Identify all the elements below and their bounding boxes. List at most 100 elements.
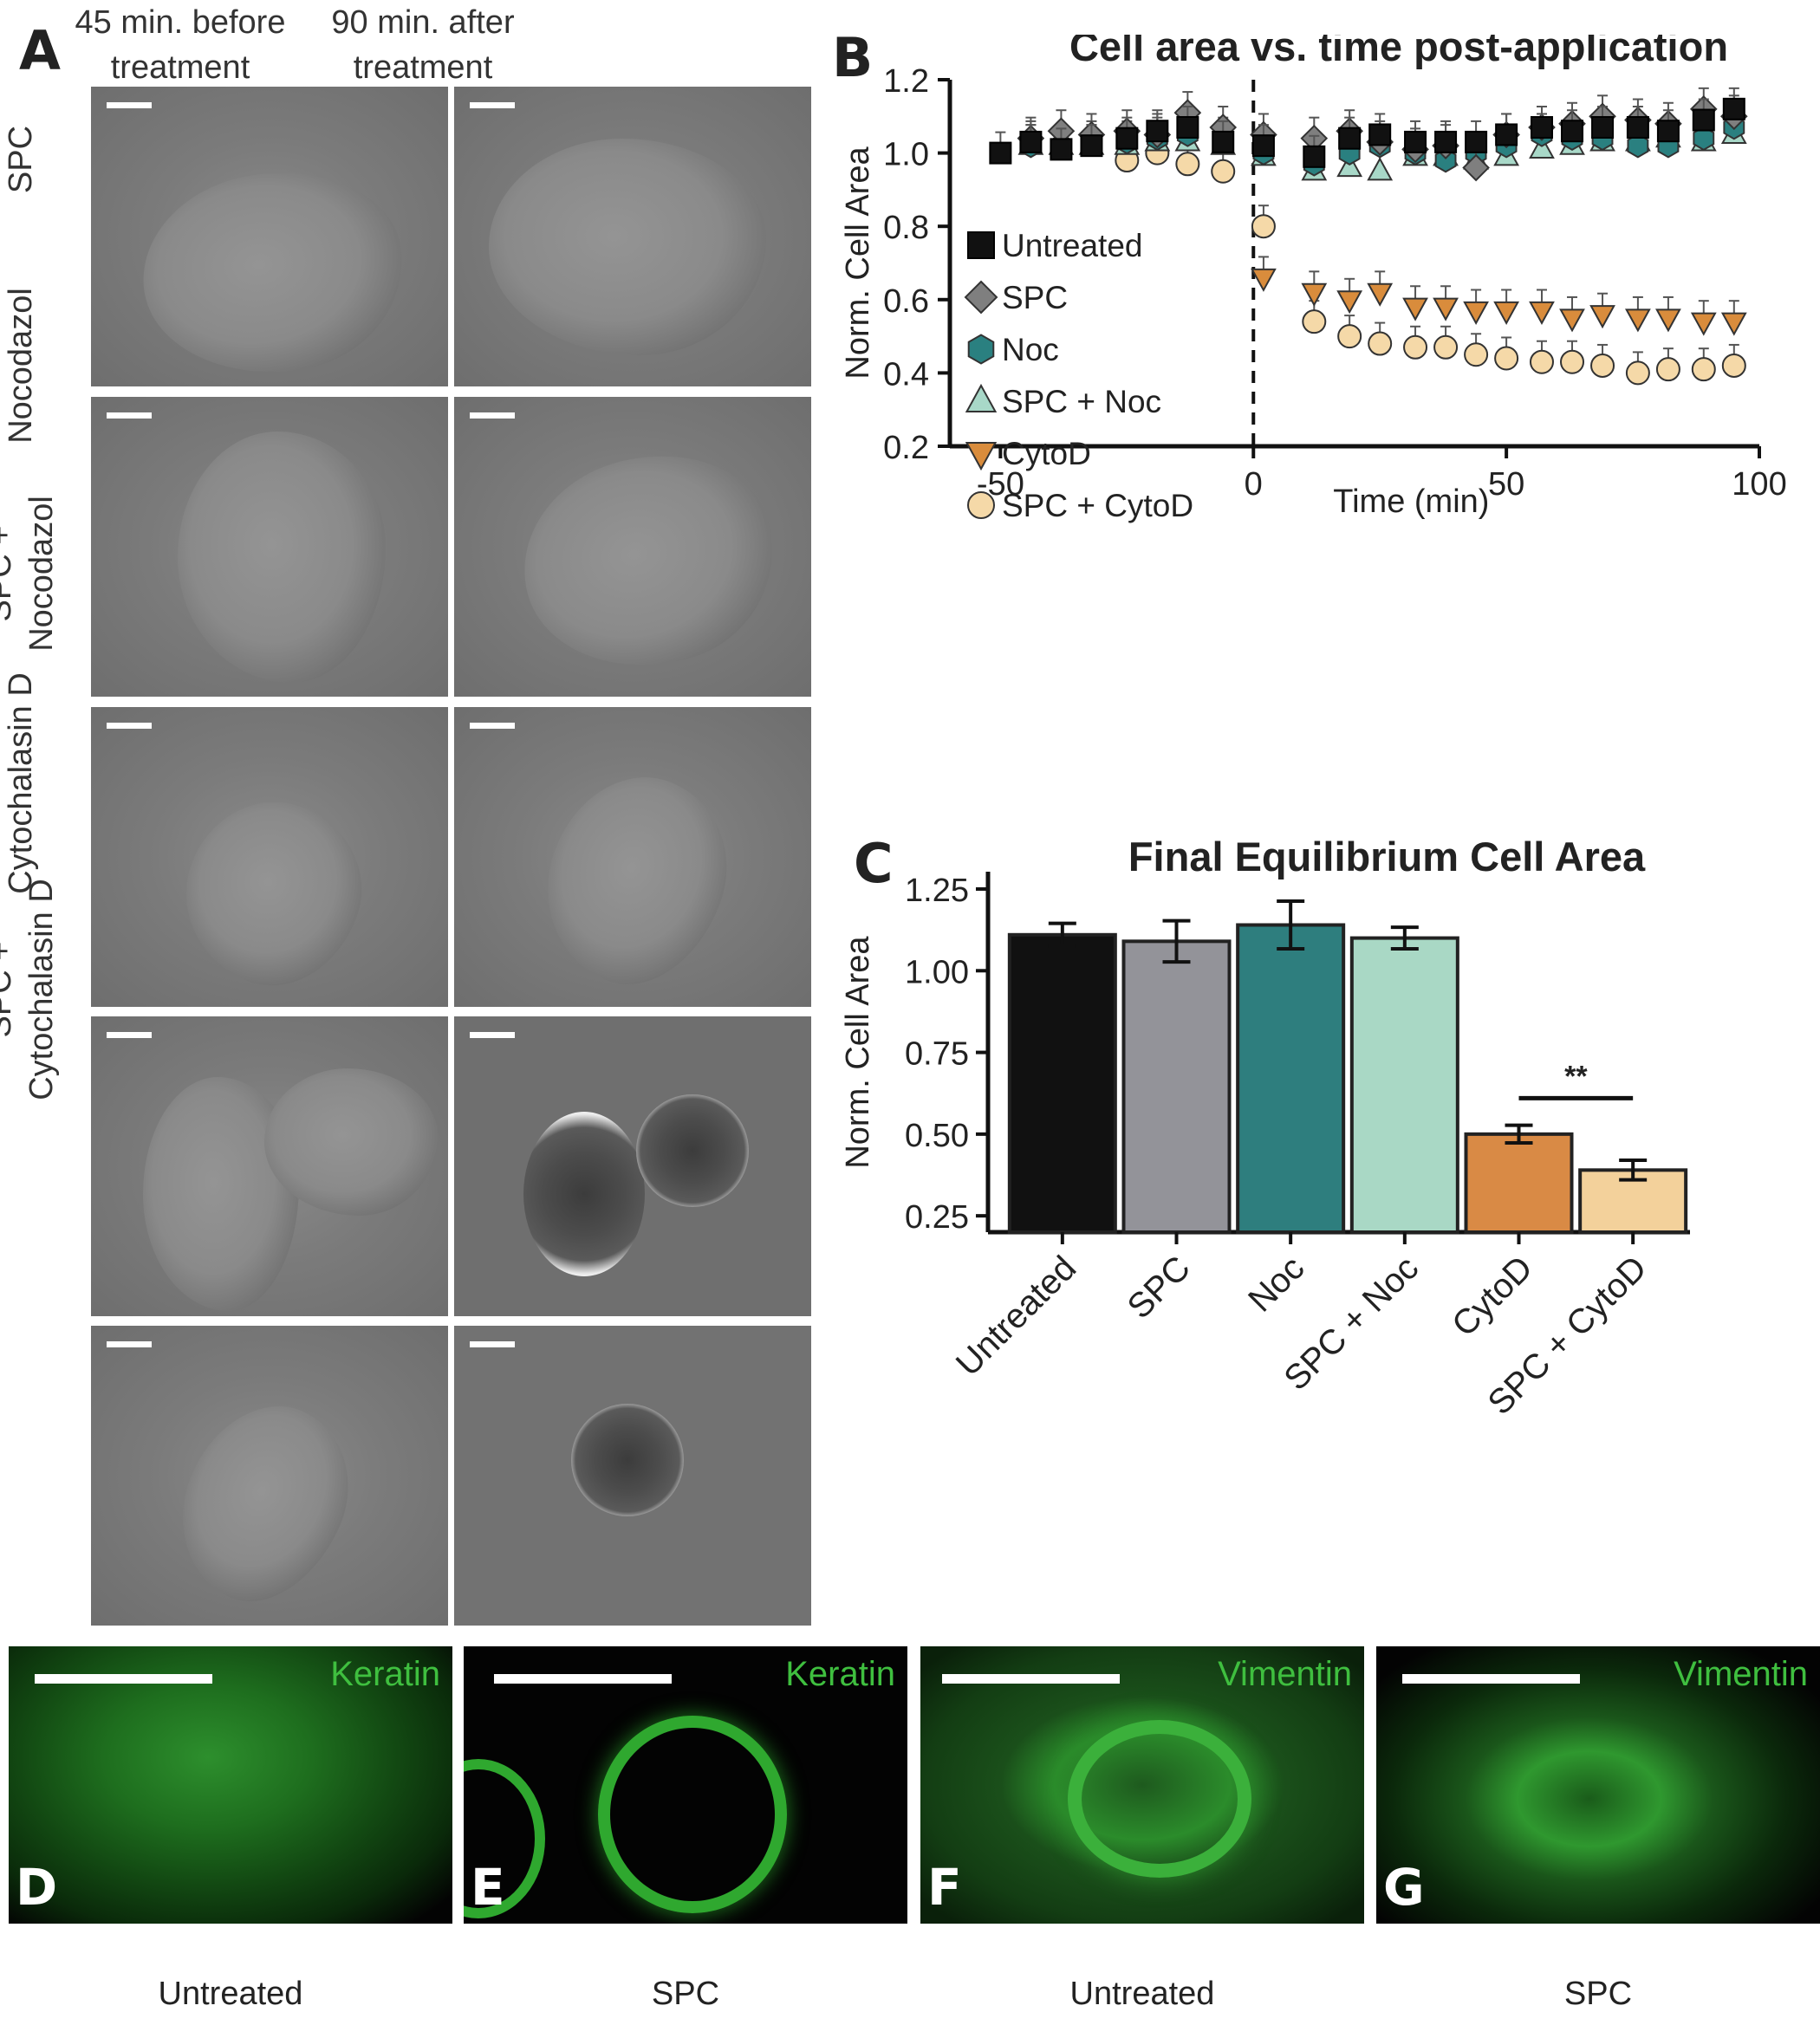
cell	[500, 428, 798, 695]
column-title-line: treatment	[110, 49, 250, 86]
bar-spc	[1121, 939, 1232, 1234]
data-point	[1050, 138, 1073, 161]
data-point	[1625, 308, 1651, 333]
caption-g: SPC	[1563, 1976, 1633, 2012]
legend-marker	[967, 231, 995, 259]
data-point	[1561, 120, 1584, 143]
scale-bar	[470, 102, 515, 108]
micrograph-spc-cytochalasin-before	[91, 1326, 448, 1626]
panel-label-g: G	[1383, 1858, 1425, 1917]
bar-chart-final-equilibrium: Final Equilibrium Cell Area 0.25 0.50 0.75 1…	[840, 834, 1690, 1422]
y-tick-label: 0.25	[905, 1199, 969, 1236]
legend-label: SPC + Noc	[1002, 384, 1161, 419]
row-label-line: Cytochalasin D	[23, 879, 60, 1100]
y-tick-label: 1.00	[905, 954, 969, 990]
row-label-spc-cytochalasin-d: SPC + Cytochalasin D	[0, 860, 62, 1120]
data-point	[1301, 282, 1328, 307]
data-point	[1251, 268, 1277, 292]
cell	[571, 1404, 684, 1516]
x-tick-label: CytoD	[1445, 1249, 1540, 1344]
x-tick-label: SPC	[1121, 1249, 1198, 1326]
micrograph-spc-nocodazol-before	[91, 707, 448, 1007]
data-point	[1338, 127, 1362, 150]
series-cytod	[1251, 256, 1747, 336]
legend-label: Noc	[1002, 332, 1059, 367]
data-point	[1402, 297, 1428, 321]
data-point	[1463, 301, 1489, 325]
micrograph-nocodazol-after	[454, 397, 811, 697]
data-point	[1337, 324, 1362, 349]
data-point	[1434, 130, 1458, 153]
y-tick-label: 0.8	[883, 210, 929, 246]
data-point	[1176, 115, 1199, 139]
x-tick-label: Noc	[1241, 1249, 1311, 1319]
y-tick-label: 0.75	[905, 1036, 969, 1073]
x-tick-label: Untreated	[949, 1249, 1083, 1383]
panel-label-a: A	[19, 19, 61, 82]
panel-label-b: B	[832, 26, 874, 89]
significance-label: **	[1564, 1060, 1588, 1093]
data-point	[1656, 120, 1680, 143]
x-tick-label: 100	[1732, 466, 1786, 503]
data-point	[1211, 159, 1236, 184]
cell	[523, 1112, 645, 1276]
data-point	[1627, 133, 1649, 159]
legend-label: SPC	[1002, 280, 1068, 315]
data-point	[1433, 334, 1459, 360]
row-label-line: SPC +	[0, 942, 18, 1038]
data-point	[1722, 97, 1745, 120]
data-point	[1336, 290, 1363, 315]
series-untreated	[989, 87, 1745, 168]
scale-bar	[107, 1032, 152, 1038]
scale-bar	[470, 723, 515, 729]
legend-marker	[964, 280, 998, 315]
data-point	[1530, 115, 1553, 139]
data-point	[1494, 346, 1519, 371]
fluorescence-panel-e: Keratin E	[464, 1646, 907, 1924]
data-point	[1146, 120, 1169, 143]
legend-label: SPC + CytoD	[1002, 488, 1193, 523]
data-point	[1367, 282, 1394, 307]
data-point	[1251, 134, 1275, 158]
legend-marker	[967, 491, 995, 519]
data-point	[1529, 134, 1555, 159]
panel-label-d: D	[16, 1858, 58, 1917]
bar-cytod	[1464, 1132, 1574, 1235]
panel-label-f: F	[927, 1858, 962, 1917]
micrograph-spc-before	[91, 87, 448, 386]
y-tick-label: 0.2	[883, 430, 929, 466]
data-point	[1212, 130, 1235, 153]
data-point	[1367, 157, 1394, 181]
stain-label: Keratin	[785, 1655, 895, 1693]
cell	[178, 432, 386, 683]
legend-marker	[965, 442, 998, 471]
x-tick-label: 50	[1488, 466, 1524, 503]
column-title-line: 45 min. before	[75, 4, 286, 41]
micrograph-spc-nocodazol-after	[454, 707, 811, 1007]
cell	[489, 139, 766, 355]
data-point	[1336, 153, 1363, 178]
fluorescence-panel-g: Vimentin G	[1376, 1646, 1820, 1924]
data-point	[1465, 130, 1488, 153]
legend-marker	[967, 334, 995, 365]
data-point	[1655, 308, 1681, 333]
fluorescence-panel-f: Vimentin F	[920, 1646, 1364, 1924]
y-tick-label: 1.0	[883, 137, 929, 173]
y-tick-label: 1.2	[883, 63, 929, 100]
column-title-line: treatment	[353, 49, 493, 86]
scale-bar	[1402, 1674, 1580, 1684]
x-axis-label: Time (min)	[1333, 484, 1489, 520]
data-point	[1626, 115, 1649, 139]
y-tick-label: 1.25	[905, 873, 969, 909]
data-point	[1655, 357, 1680, 382]
scale-bar	[107, 1341, 152, 1347]
data-point	[1368, 123, 1392, 146]
legend-label: CytoD	[1002, 436, 1091, 471]
data-point	[1464, 342, 1489, 367]
micrograph-nocodazol-before	[91, 397, 448, 697]
data-point	[1495, 123, 1518, 146]
data-point	[1529, 301, 1555, 325]
data-point	[1175, 152, 1200, 177]
cell	[160, 778, 386, 1007]
data-point	[1019, 130, 1043, 153]
